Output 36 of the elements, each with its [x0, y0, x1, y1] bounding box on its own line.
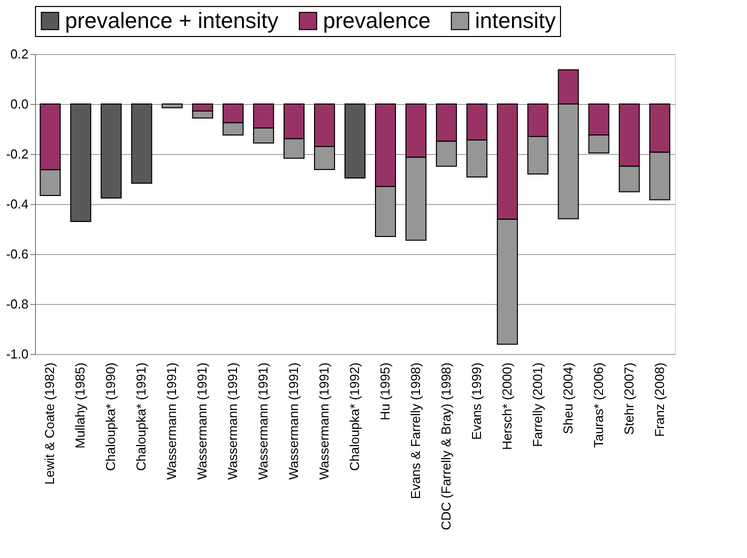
bar [162, 104, 183, 108]
y-tick-label: -0.2 [6, 146, 28, 162]
x-tick-label: Hersch* (2000) [499, 362, 514, 450]
x-tick-label: Sheu (2004) [560, 362, 576, 434]
legend-label: intensity [475, 8, 556, 33]
x-tick-label: Tauras* (2006) [590, 362, 606, 448]
bar [344, 104, 366, 178]
y-tick-label: -0.6 [6, 246, 28, 262]
bar [100, 104, 122, 198]
x-tick-label: Farrelly (2001) [530, 362, 545, 448]
x-tick-label: Chaloupka* (1992) [347, 362, 362, 471]
x-tick-label: Chaloupka* (1990) [103, 362, 118, 471]
x-tick-label: Evans & Farrelly (1998) [408, 362, 423, 500]
x-tick-label: Franz (2008) [652, 362, 667, 437]
x-tick-label: Wassermann (1991) [225, 362, 240, 480]
legend-label: prevalence [323, 8, 431, 33]
x-tick-label: CDC (Farrelly & Bray) (1998) [438, 362, 454, 530]
x-tick-label: Wassermann (1991) [194, 362, 210, 480]
y-tick-label: -1.0 [6, 346, 28, 362]
y-tick-label: -0.8 [6, 296, 28, 312]
x-tick-label: Stehr (2007) [621, 362, 636, 435]
legend-label: prevalence + intensity [65, 8, 278, 33]
y-tick-label: -0.4 [6, 196, 28, 212]
x-tick-label: Wassermann (1991) [164, 362, 180, 480]
x-tick-label: Mullahy (1985) [72, 362, 88, 448]
x-tick-label: Chaloupka* (1991) [134, 362, 149, 471]
x-tick-label: Wassermann (1991) [286, 362, 302, 480]
x-tick-label: Evans (1999) [468, 362, 484, 440]
y-tick-label: 0.2 [10, 46, 28, 62]
x-tick-label: Wassermann (1991) [256, 362, 271, 480]
x-tick-label: Wassermann (1991) [316, 362, 332, 480]
x-tick-label: Hu (1995) [377, 362, 392, 420]
bar [131, 104, 152, 184]
bar [70, 104, 92, 222]
y-tick-label: 0.0 [10, 96, 28, 112]
x-tick-label: Lewit & Coate (1982) [42, 362, 58, 485]
